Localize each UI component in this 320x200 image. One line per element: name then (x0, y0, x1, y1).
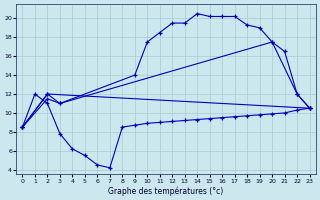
X-axis label: Graphe des températures (°c): Graphe des températures (°c) (108, 186, 224, 196)
